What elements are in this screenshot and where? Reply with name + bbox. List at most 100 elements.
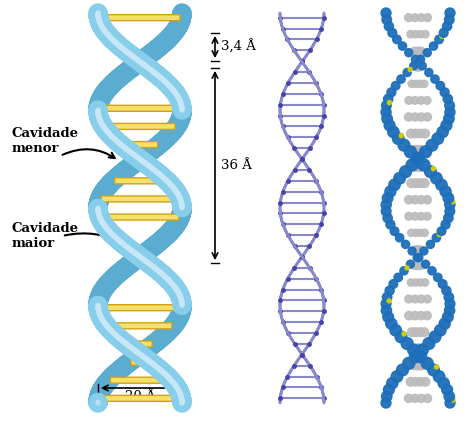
Circle shape: [427, 266, 435, 275]
Circle shape: [407, 247, 415, 255]
Circle shape: [384, 21, 393, 31]
Circle shape: [442, 94, 452, 104]
Circle shape: [422, 96, 430, 104]
Circle shape: [444, 8, 454, 18]
Circle shape: [420, 229, 427, 237]
Text: 36 Å: 36 Å: [220, 159, 251, 172]
Text: Cavidade
maior: Cavidade maior: [12, 222, 79, 250]
Circle shape: [416, 14, 424, 21]
Circle shape: [438, 29, 447, 37]
Circle shape: [383, 384, 394, 395]
Circle shape: [387, 29, 396, 37]
Text: 20 Å: 20 Å: [125, 390, 155, 403]
Circle shape: [413, 262, 420, 269]
Circle shape: [416, 31, 423, 38]
FancyBboxPatch shape: [105, 123, 175, 129]
Circle shape: [414, 351, 426, 363]
Circle shape: [412, 162, 421, 171]
Circle shape: [444, 101, 454, 110]
Circle shape: [410, 47, 417, 54]
Circle shape: [420, 357, 432, 369]
Circle shape: [389, 325, 400, 336]
Circle shape: [434, 365, 437, 369]
Circle shape: [410, 295, 418, 303]
Circle shape: [416, 295, 424, 303]
Circle shape: [441, 286, 450, 295]
Circle shape: [411, 328, 419, 336]
Circle shape: [417, 62, 426, 70]
Circle shape: [440, 220, 449, 229]
Circle shape: [442, 21, 451, 31]
Circle shape: [433, 273, 441, 282]
Circle shape: [412, 152, 424, 165]
Circle shape: [408, 351, 421, 363]
Circle shape: [439, 88, 448, 97]
Circle shape: [412, 64, 419, 71]
Circle shape: [380, 299, 390, 309]
Circle shape: [412, 146, 421, 155]
Circle shape: [424, 69, 432, 77]
Circle shape: [436, 227, 445, 235]
Circle shape: [422, 113, 431, 121]
Circle shape: [431, 234, 440, 242]
Circle shape: [416, 246, 423, 253]
Circle shape: [422, 312, 430, 320]
Circle shape: [421, 260, 429, 268]
Circle shape: [412, 253, 420, 261]
Circle shape: [415, 129, 424, 138]
Circle shape: [416, 312, 424, 320]
Circle shape: [382, 293, 391, 302]
Circle shape: [420, 80, 427, 88]
Circle shape: [407, 328, 415, 336]
Circle shape: [380, 8, 390, 18]
Circle shape: [404, 266, 408, 270]
Circle shape: [380, 200, 390, 210]
Circle shape: [410, 113, 418, 121]
Circle shape: [443, 293, 453, 302]
Circle shape: [381, 114, 392, 124]
Circle shape: [416, 55, 424, 63]
Circle shape: [416, 344, 427, 356]
Circle shape: [415, 328, 424, 336]
Circle shape: [382, 312, 393, 322]
Circle shape: [437, 280, 446, 288]
FancyBboxPatch shape: [100, 15, 179, 21]
FancyBboxPatch shape: [110, 377, 169, 383]
FancyBboxPatch shape: [100, 395, 179, 401]
Circle shape: [392, 133, 403, 144]
Circle shape: [402, 69, 410, 77]
Circle shape: [438, 318, 449, 329]
Circle shape: [401, 332, 405, 336]
Circle shape: [401, 240, 409, 248]
Circle shape: [410, 162, 419, 171]
Circle shape: [443, 114, 453, 124]
Circle shape: [406, 378, 414, 386]
Circle shape: [426, 240, 434, 248]
Circle shape: [383, 94, 392, 104]
Circle shape: [434, 325, 445, 336]
Circle shape: [412, 344, 421, 353]
Circle shape: [404, 146, 416, 158]
Circle shape: [423, 295, 430, 303]
Circle shape: [419, 179, 428, 187]
Circle shape: [404, 295, 412, 303]
Circle shape: [416, 80, 423, 88]
Circle shape: [430, 167, 435, 171]
FancyBboxPatch shape: [114, 178, 165, 184]
Circle shape: [413, 64, 420, 71]
Circle shape: [385, 220, 394, 229]
Circle shape: [419, 146, 431, 158]
Circle shape: [413, 246, 420, 253]
FancyBboxPatch shape: [101, 196, 178, 202]
Circle shape: [443, 391, 454, 402]
Circle shape: [444, 305, 454, 316]
Circle shape: [385, 318, 396, 329]
Text: 3,4 Å: 3,4 Å: [220, 40, 255, 54]
Circle shape: [407, 279, 414, 286]
Circle shape: [416, 213, 424, 220]
Circle shape: [441, 384, 452, 395]
Circle shape: [394, 331, 406, 343]
Circle shape: [388, 280, 397, 288]
Circle shape: [444, 107, 454, 117]
Circle shape: [386, 299, 390, 303]
